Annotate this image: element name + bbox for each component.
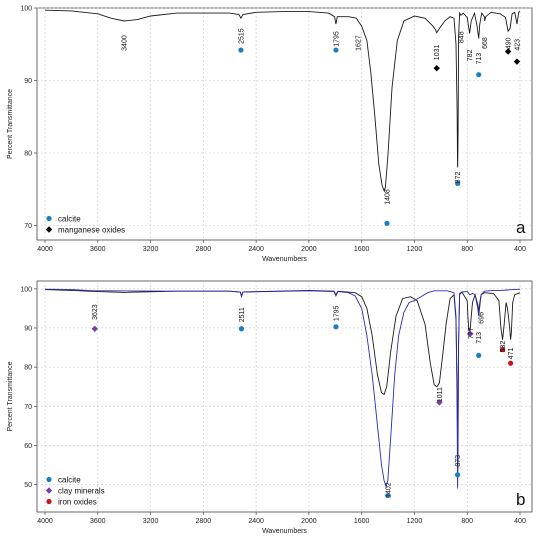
x-tick-label: 2400 [248,246,264,253]
legend-calcite-label: calcite [58,215,81,224]
x-tick-label: 400 [514,518,526,525]
peak-label-2511: 2511 [239,307,246,322]
calcite-marker [333,324,339,330]
manganese-marker [513,58,521,65]
clay-marker [91,325,98,332]
legend-iron-symbol [46,498,52,505]
iron-marker [508,360,514,366]
calcite-marker [476,72,482,78]
x-tick-label: 2800 [196,246,212,253]
peak-label-782: 782 [467,49,474,61]
peak-label-2515: 2515 [238,28,245,44]
calcite-marker [385,492,391,499]
plot-frame [36,7,533,241]
peak-label-3400: 3400 [122,35,129,51]
x-tick-label: 800 [461,518,473,525]
y-tick-label: 60 [24,443,32,450]
spectrum-panel-b: 4000 3600 3200 2800 2400 2000 1600 1200 800 400 50… [7,280,533,535]
calcite-marker [454,472,461,478]
legend-manganese-symbol [45,226,53,233]
y-tick-label: 70 [24,223,32,230]
x-tick-label: 1600 [354,246,370,253]
y-tick-label: 100 [20,6,32,13]
peak-label-423: 423 [514,39,521,51]
manganese-marker [504,48,512,55]
y-tick-label: 100 [20,286,32,293]
peak-label-696: 696 [478,312,485,324]
plot-frame [36,280,533,513]
x-tick-label: 1600 [354,518,370,525]
x-tick-label: 4000 [37,518,53,525]
y-tick-label: 80 [24,151,32,158]
peak-label-1627: 1627 [356,35,363,51]
y-tick-label: 80 [24,365,32,372]
calcite-marker [384,220,390,226]
y-tick-label: 90 [24,78,32,85]
y-axis-label: Percent Transmittance [7,361,14,431]
x-tick-label: 2800 [196,518,212,525]
x-tick-label: 800 [461,246,473,253]
peak-label-1031: 1031 [434,45,441,61]
calcite-marker [333,47,339,53]
peak-label-1011: 1011 [437,387,444,402]
peak-label-1795: 1795 [333,31,340,47]
peak-label-848: 848 [458,31,465,43]
legend-iron-label: iron oxides [58,498,97,507]
peak-label-872: 872 [455,172,462,184]
x-tick-label: 1200 [407,246,423,253]
x-tick-label: 3600 [90,518,106,525]
peak-label-713: 713 [476,53,483,65]
peak-label-713: 713 [476,332,483,344]
clay-marker [436,399,443,406]
clay-marker [467,330,474,338]
manganese-marker [433,64,440,72]
legend-clay-label: clay minerals [58,487,105,496]
legend-manganese-label: manganese oxides [58,226,125,235]
x-tick-label: 3200 [143,518,159,525]
x-tick-label: 3600 [90,246,106,253]
spectrum-panel-a: 4000 3600 3200 2800 2400 2000 1600 1200 800 400 70… [7,6,533,263]
x-tick-label: 2400 [248,518,264,525]
peak-label-532: 532 [500,341,507,353]
peak-label-777: 777 [468,327,475,339]
panel-label: b [516,490,525,509]
x-tick-label: 4000 [37,246,53,253]
x-tick-label: 3200 [143,246,159,253]
panel-label: a [516,218,526,237]
calcite-marker [238,47,244,53]
y-tick-label: 70 [24,404,32,411]
x-tick-label: 2000 [301,518,317,525]
iron-marker [499,346,506,353]
y-axis-label: Percent Transmittance [7,89,14,159]
x-tick-label: 2000 [301,246,317,253]
x-axis-label: Wavenumbers [262,256,307,263]
legend-clay-symbol [45,487,53,494]
spectrum-line-1 [44,9,521,192]
legend-calcite-symbol [46,215,52,222]
y-tick-label: 50 [24,482,32,489]
peak-label-1408: 1408 [385,189,392,205]
x-tick-label: 400 [514,246,526,253]
legend-calcite-symbol [46,476,52,483]
calcite-marker [238,326,245,332]
x-axis-label: Wavenumbers [262,528,307,535]
peak-label-471: 471 [508,348,515,360]
spectrum-line-2 [44,288,521,489]
calcite-marker [476,352,482,358]
peak-label-668: 668 [482,37,489,49]
calcite-marker [455,180,461,187]
peak-label-3623: 3623 [92,304,99,320]
x-tick-label: 1200 [407,518,423,525]
legend-calcite-label: calcite [58,476,81,485]
peak-label-873: 873 [455,455,462,467]
peak-label-490: 490 [506,37,513,49]
peak-label-1795: 1795 [333,305,340,321]
peak-label-1402: 1402 [385,482,392,498]
y-tick-label: 90 [24,325,32,332]
